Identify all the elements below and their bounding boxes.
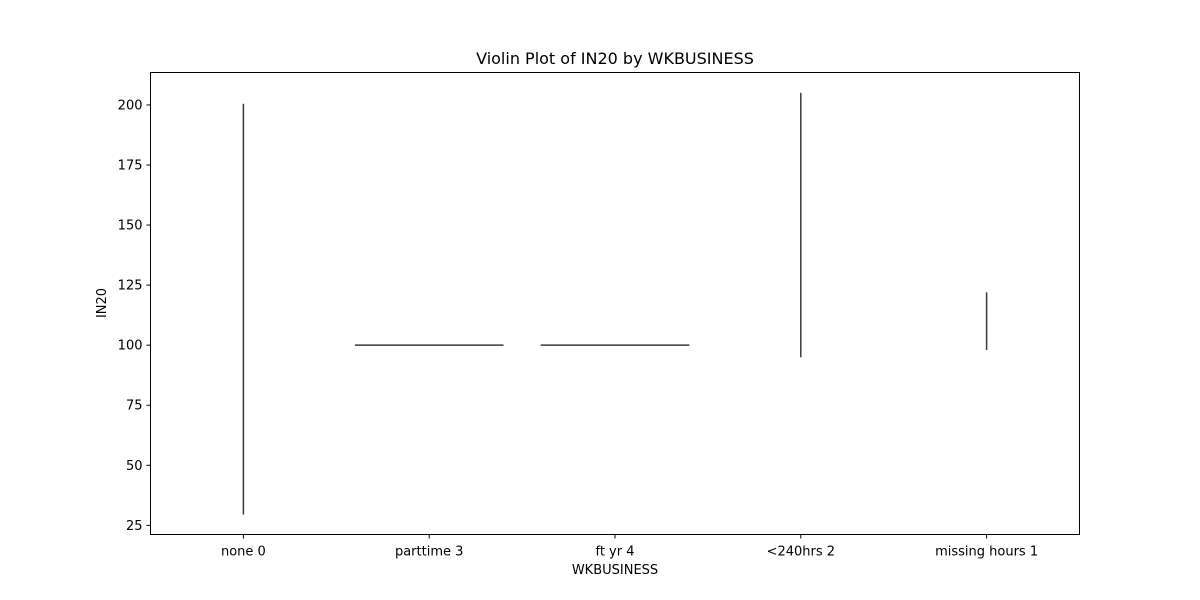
x-axis: none 0 parttime 3 ft yr 4 <240hrs 2 missing … xyxy=(221,534,1038,560)
x-tick-label: ft yr 4 xyxy=(595,545,634,560)
plot-area-frame xyxy=(150,72,1080,535)
y-tick-label: 25 xyxy=(126,519,143,534)
x-tick-label: none 0 xyxy=(221,545,266,560)
x-axis-title: WKBUSINESS xyxy=(572,563,658,578)
y-tick-label: 175 xyxy=(118,158,143,173)
y-axis: 25 50 75 100 125 150 175 200 xyxy=(118,98,151,534)
chart-title: Violin Plot of IN20 by WKBUSINESS xyxy=(476,49,754,68)
y-tick-label: 150 xyxy=(118,219,143,234)
x-tick-label: <240hrs 2 xyxy=(767,545,835,560)
violin-marks xyxy=(242,92,988,515)
y-tick-label: 75 xyxy=(126,399,143,414)
y-tick-label: 50 xyxy=(126,459,143,474)
y-tick-label: 125 xyxy=(118,279,143,294)
x-tick-label: parttime 3 xyxy=(395,545,463,560)
y-tick-label: 100 xyxy=(118,339,143,354)
y-tick-label: 200 xyxy=(118,98,143,113)
y-axis-title: IN20 xyxy=(95,288,110,318)
x-tick-label: missing hours 1 xyxy=(935,545,1038,560)
